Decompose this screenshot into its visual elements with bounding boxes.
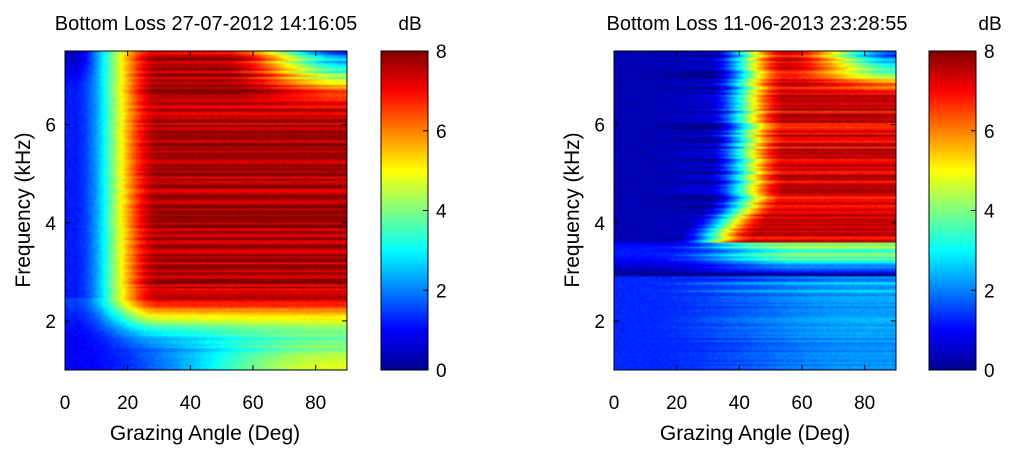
colorbar-tick-label: 4 [436, 202, 447, 223]
panel-2: Bottom Loss 11-06-2013 23:28:55 dB 0 20 40… [561, 13, 1002, 445]
panel-2-colorbar-label: dB [978, 14, 1001, 35]
y-tick-label: 6 [594, 116, 605, 137]
colorbar-tick-label: 2 [436, 281, 447, 302]
panel-1-axes-frame [64, 50, 348, 371]
x-tick-label: 0 [60, 393, 71, 414]
x-tick-label: 0 [609, 393, 620, 414]
y-tick-label: 2 [594, 312, 605, 333]
panel-1-colorbar-label: dB [398, 14, 421, 35]
panel-2-x-axis-label: Grazing Angle (Deg) [660, 422, 850, 445]
x-tick-label: 60 [242, 393, 263, 414]
colorbar-tick-label: 8 [984, 42, 995, 63]
panel-1-x-axis-label: Grazing Angle (Deg) [110, 422, 300, 445]
panel-1-colorbar [380, 50, 429, 371]
panel-1-x-ticks: 0 20 40 60 80 [60, 51, 326, 414]
panel-2-title: Bottom Loss 11-06-2013 23:28:55 [607, 13, 908, 35]
panel-1-title: Bottom Loss 27-07-2012 14:16:05 [55, 13, 357, 35]
x-tick-label: 80 [854, 393, 875, 414]
colorbar-tick-label: 2 [984, 281, 995, 302]
panel-2-axes-frame [613, 50, 897, 371]
x-tick-label: 80 [305, 393, 326, 414]
x-tick-label: 40 [180, 393, 201, 414]
panel-1-colorbar-ticks: 0 2 4 6 8 [423, 42, 447, 382]
colorbar-tick-label: 6 [984, 122, 995, 143]
panel-2-y-ticks: 2 4 6 [594, 116, 896, 333]
panel-2-x-ticks: 0 20 40 60 80 [609, 51, 875, 414]
colorbar-tick-label: 0 [984, 361, 995, 382]
y-tick-label: 4 [45, 214, 56, 235]
colorbar-tick-label: 0 [436, 361, 447, 382]
y-tick-label: 6 [45, 116, 56, 137]
x-tick-label: 20 [117, 393, 138, 414]
panel-1: Bottom Loss 27-07-2012 14:16:05 dB 0 20 40… [12, 13, 447, 445]
colorbar-tick-label: 8 [436, 42, 447, 63]
panel-1-heatmap [65, 51, 347, 370]
colorbar-tick-label: 4 [984, 202, 995, 223]
x-tick-label: 40 [729, 393, 750, 414]
panel-2-heatmap [614, 51, 896, 370]
panel-1-y-ticks: 2 4 6 [45, 116, 347, 333]
panel-1-y-axis-label: Frequency (kHz) [12, 132, 35, 287]
panel-2-colorbar [928, 50, 977, 371]
x-tick-label: 60 [791, 393, 812, 414]
y-tick-label: 2 [45, 312, 56, 333]
panel-2-colorbar-ticks: 0 2 4 6 8 [971, 42, 995, 382]
y-tick-label: 4 [594, 214, 605, 235]
panel-2-y-axis-label: Frequency (kHz) [561, 132, 584, 287]
x-tick-label: 20 [666, 393, 687, 414]
colorbar-tick-label: 6 [436, 122, 447, 143]
